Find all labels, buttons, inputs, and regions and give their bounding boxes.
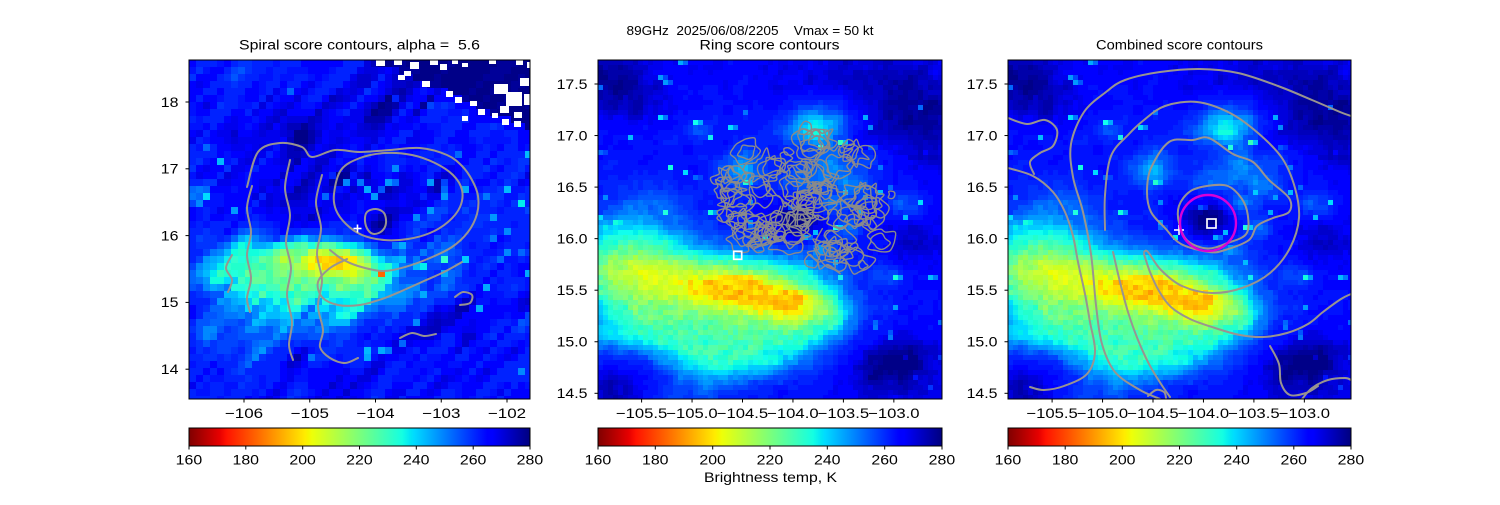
svg-text:260: 260 [871,452,898,468]
svg-text:−103: −103 [422,405,460,421]
svg-text:220: 220 [757,452,784,468]
svg-text:−105.0: −105.0 [1077,405,1129,421]
svg-text:16.5: 16.5 [557,179,588,195]
svg-text:180: 180 [642,452,669,468]
svg-text:−105.5: −105.5 [1026,405,1078,421]
svg-text:−104.0: −104.0 [1178,405,1230,421]
svg-text:160: 160 [176,452,203,468]
svg-text:−103.0: −103.0 [1279,405,1331,421]
svg-text:Combined score contours: Combined score contours [1096,38,1263,53]
svg-text:180: 180 [1052,452,1079,468]
svg-text:17.0: 17.0 [967,127,998,143]
svg-text:Brightness temp, K: Brightness temp, K [704,469,838,485]
svg-text:−104.5: −104.5 [717,405,769,421]
svg-text:−103.0: −103.0 [868,405,920,421]
svg-text:180: 180 [233,452,260,468]
svg-text:15.0: 15.0 [557,334,588,350]
svg-text:−104.0: −104.0 [767,405,819,421]
svg-text:220: 220 [346,452,373,468]
svg-text:280: 280 [517,452,544,468]
svg-text:−102: −102 [488,405,526,421]
svg-text:14.5: 14.5 [557,385,588,401]
svg-text:160: 160 [995,452,1022,468]
svg-text:240: 240 [403,452,430,468]
svg-text:16: 16 [161,227,179,243]
svg-text:16.0: 16.0 [557,230,588,246]
svg-text:160: 160 [585,452,612,468]
svg-text:−105.5: −105.5 [616,405,668,421]
svg-text:17: 17 [161,161,179,177]
svg-text:15.5: 15.5 [557,282,588,298]
svg-text:220: 220 [1166,452,1193,468]
svg-text:−105: −105 [291,405,329,421]
svg-text:−104: −104 [356,405,394,421]
svg-text:18: 18 [161,94,179,110]
svg-text:240: 240 [814,452,841,468]
svg-text:16.5: 16.5 [967,179,998,195]
svg-text:260: 260 [460,452,487,468]
svg-text:−103.5: −103.5 [818,405,870,421]
svg-text:15: 15 [161,294,179,310]
svg-text:Ring score contours: Ring score contours [700,38,840,53]
svg-text:200: 200 [1109,452,1136,468]
svg-text:15.0: 15.0 [967,334,998,350]
svg-text:14.5: 14.5 [967,385,998,401]
svg-text:16.0: 16.0 [967,230,998,246]
svg-text:Spiral score contours, alpha =: Spiral score contours, alpha = 5.6 [239,38,480,53]
svg-text:−106: −106 [225,405,263,421]
svg-text:240: 240 [1223,452,1250,468]
svg-text:15.5: 15.5 [967,282,998,298]
svg-text:17.5: 17.5 [967,76,998,92]
svg-text:89GHz 2025/06/08/2205 Vmax: 89GHz 2025/06/08/2205 Vmax = 50 kt [627,24,875,38]
svg-text:14: 14 [161,361,179,377]
svg-text:−104.5: −104.5 [1127,405,1179,421]
svg-text:−103.5: −103.5 [1228,405,1280,421]
svg-text:280: 280 [1338,452,1365,468]
svg-text:200: 200 [699,452,726,468]
svg-text:−105.0: −105.0 [666,405,718,421]
svg-text:200: 200 [289,452,316,468]
svg-text:280: 280 [929,452,956,468]
svg-text:17.0: 17.0 [557,127,588,143]
svg-text:260: 260 [1281,452,1308,468]
svg-text:17.5: 17.5 [557,76,588,92]
